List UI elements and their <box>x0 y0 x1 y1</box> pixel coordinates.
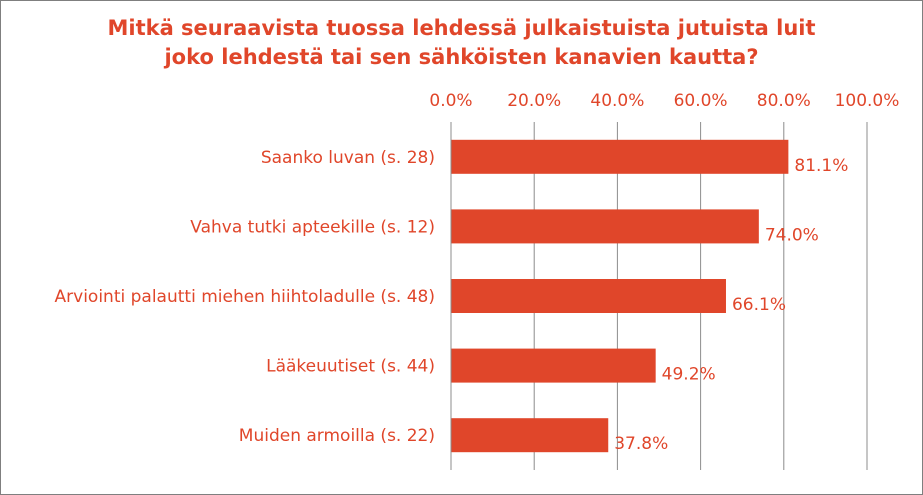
x-tick-label: 100.0% <box>835 91 900 111</box>
x-tick-label: 40.0% <box>590 91 644 111</box>
category-label: Lääkeuutiset (s. 44) <box>266 357 435 377</box>
bar <box>451 418 609 453</box>
data-label: 37.8% <box>614 434 668 454</box>
category-label: Arviointi palautti miehen hiihtoladulle … <box>55 287 435 307</box>
category-label: Saanko luvan (s. 28) <box>261 148 435 168</box>
bar <box>451 209 759 244</box>
category-label: Muiden armoilla (s. 22) <box>239 426 435 446</box>
x-tick-label: 0.0% <box>429 91 472 111</box>
bar <box>451 348 656 383</box>
category-label: Vahva tutki apteekille (s. 12) <box>190 217 435 237</box>
data-label: 66.1% <box>732 295 786 315</box>
chart-title-line-1: Mitkä seuraavista tuossa lehdessä julkai… <box>107 16 816 40</box>
chart-title: Mitkä seuraavista tuossa lehdessä julkai… <box>0 14 923 72</box>
data-label: 74.0% <box>765 225 819 245</box>
x-tick-label: 80.0% <box>757 91 811 111</box>
x-tick-label: 60.0% <box>674 91 728 111</box>
x-tick-label: 20.0% <box>507 91 561 111</box>
chart-title-line-2: joko lehdestä tai sen sähköisten kanavie… <box>164 45 759 69</box>
data-label: 81.1% <box>794 156 848 176</box>
data-label: 49.2% <box>662 365 716 385</box>
bar <box>451 139 789 174</box>
bar <box>451 279 726 313</box>
